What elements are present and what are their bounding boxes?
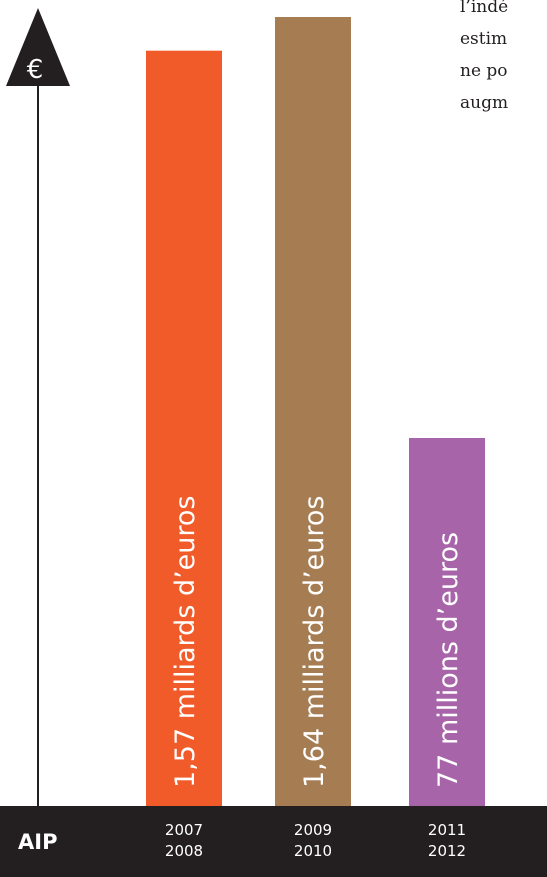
category-label-line: 2007 xyxy=(164,821,204,839)
bar xyxy=(409,438,485,806)
category-label-line: 2010 xyxy=(293,842,333,860)
bar-value-label: 1,64 milliards d’euros xyxy=(299,495,330,788)
bar xyxy=(146,50,222,806)
side-text-line: l’indé xyxy=(460,0,509,17)
bar-value-label: 77 millions d’euros xyxy=(433,532,464,788)
side-text-line: ne po xyxy=(460,61,508,81)
category-label: 2011 2012 xyxy=(407,820,487,862)
side-text-line: estim xyxy=(460,29,508,49)
side-text-fragment: l’indé estim ne po augm xyxy=(458,0,547,120)
y-axis-label: € xyxy=(27,55,44,85)
bar xyxy=(275,17,351,806)
x-axis-band: AIP 2007 2008 2009 2010 2011 2012 xyxy=(0,806,547,877)
y-axis-arrow xyxy=(6,8,70,86)
category-label-line: 2012 xyxy=(427,842,467,860)
category-label: 2009 2010 xyxy=(273,820,353,862)
bar-value-label: 1,57 milliards d’euros xyxy=(170,495,201,788)
side-text-line: augm xyxy=(460,93,509,113)
category-label-line: 2009 xyxy=(293,821,333,839)
category-label-line: 2011 xyxy=(427,821,467,839)
x-axis-label: AIP xyxy=(18,830,58,854)
bars-group: 1,57 milliards d’euros 1,64 milliards d’e… xyxy=(146,17,485,806)
bar-chart: € 1,57 milliards d’euros 1,64 milliards d… xyxy=(6,8,485,806)
category-label: 2007 2008 xyxy=(144,820,224,862)
category-label-line: 2008 xyxy=(164,842,204,860)
